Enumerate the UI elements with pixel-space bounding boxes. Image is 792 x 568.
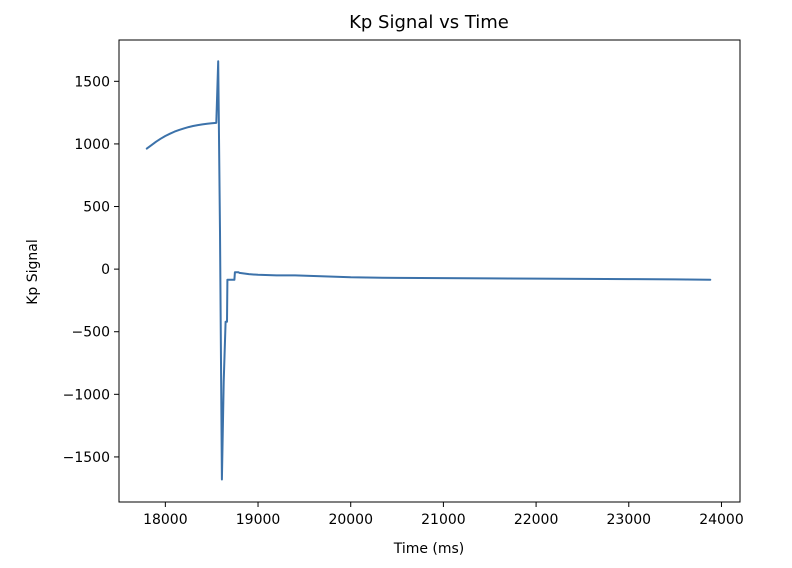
- x-tick-label: 23000: [607, 512, 652, 528]
- x-tick-label: 20000: [328, 512, 373, 528]
- x-tick-label: 19000: [236, 512, 281, 528]
- y-tick-label: 500: [83, 200, 110, 216]
- x-tick-label: 21000: [421, 512, 466, 528]
- y-axis-title: Kp Signal: [25, 239, 41, 305]
- y-tick-label: −500: [72, 325, 110, 341]
- y-tick-label: −1500: [63, 450, 110, 466]
- y-tick-label: 1000: [74, 137, 110, 153]
- series-line-0: [145, 60, 712, 481]
- y-tick-label: 1500: [74, 74, 110, 90]
- plot-area: 18000 19000 20000 21000 22000 23000 24000 1500 1…: [63, 39, 744, 528]
- x-axis-title: Time (ms): [393, 541, 465, 557]
- x-tick-label: 18000: [143, 512, 188, 528]
- x-tick-label: 24000: [699, 512, 744, 528]
- x-tick-label: 22000: [514, 512, 559, 528]
- y-tick-label: 0: [101, 262, 110, 278]
- chart-title: Kp Signal vs Time: [349, 12, 509, 33]
- y-tick-label: −1000: [63, 387, 110, 403]
- axes-frame: [118, 39, 741, 503]
